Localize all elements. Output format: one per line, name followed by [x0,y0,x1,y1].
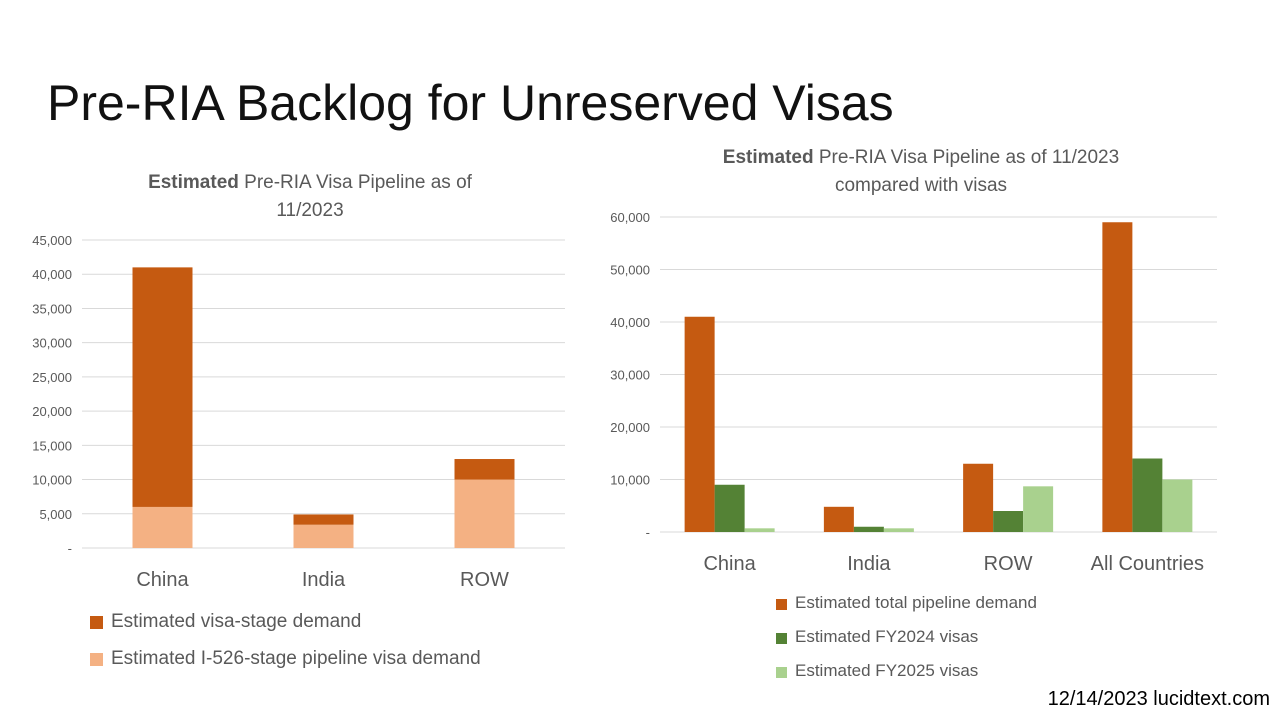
bar-segment [132,506,193,548]
bar-segment [454,479,515,548]
bar-segment [293,514,354,525]
legend-swatch [776,667,787,678]
bar [714,484,745,532]
bar [883,528,914,532]
y-tick-label: 35,000 [32,301,72,316]
legend-swatch [776,633,787,644]
bar [744,528,775,532]
y-tick-label: 20,000 [610,420,650,435]
x-tick-label: ROW [460,569,509,591]
bar [684,316,715,532]
bar [1102,222,1133,532]
y-tick-label: 30,000 [32,336,72,351]
y-tick-label: 25,000 [32,370,72,385]
bar [963,463,994,532]
y-tick-label: 15,000 [32,438,72,453]
x-tick-label: India [847,553,891,575]
y-tick-label: 30,000 [610,368,650,383]
y-tick-label: 40,000 [32,267,72,282]
bar [853,526,884,532]
x-tick-label: ROW [984,553,1033,575]
y-tick-label: 45,000 [32,233,72,248]
legend-swatch [90,616,103,629]
bar [1132,458,1163,532]
legend-label: Estimated FY2024 visas [795,627,978,646]
x-tick-label: China [136,569,189,591]
bar [1023,486,1054,532]
y-tick-label: - [646,525,650,540]
y-tick-label: 5,000 [39,507,72,522]
chart1-title-line1: Estimated Pre-RIA Visa Pipeline as of [148,172,473,193]
legend-label: Estimated total pipeline demand [795,593,1037,612]
y-tick-label: 60,000 [610,210,650,225]
y-tick-label: 40,000 [610,315,650,330]
legend-swatch [776,599,787,610]
bar-segment [132,267,193,507]
y-tick-label: 50,000 [610,263,650,278]
legend-label: Estimated visa-stage demand [111,611,361,632]
slide-title: Pre-RIA Backlog for Unreserved Visas [47,75,894,131]
x-tick-label: All Countries [1091,553,1204,575]
x-tick-label: China [703,553,756,575]
footer-text: 12/14/2023 lucidtext.com [1047,688,1270,710]
bar-segment [293,524,354,548]
y-tick-label: 10,000 [32,473,72,488]
chart2-title-line2: compared with visas [835,175,1007,196]
bar [993,511,1024,532]
y-tick-label: 10,000 [610,473,650,488]
bar [1162,479,1193,532]
y-tick-label: 20,000 [32,404,72,419]
y-tick-label: - [68,541,72,556]
legend-label: Estimated I-526-stage pipeline visa dema… [111,648,481,669]
chart2-title-line1: Estimated Pre-RIA Visa Pipeline as of 11… [723,147,1119,168]
bar [823,506,854,532]
chart1-title-line2: 11/2023 [276,200,343,221]
legend-label: Estimated FY2025 visas [795,661,978,680]
legend-swatch [90,653,103,666]
x-tick-label: India [302,569,346,591]
bar-segment [454,459,515,480]
